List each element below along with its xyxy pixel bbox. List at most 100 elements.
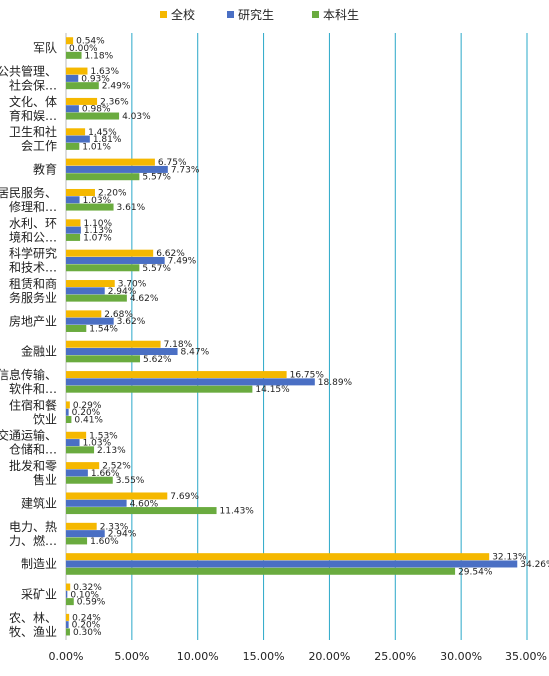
bar	[66, 280, 115, 288]
category-label: 制造业	[21, 557, 57, 571]
bar	[66, 348, 178, 356]
data-label: 7.73%	[171, 165, 200, 175]
data-label: 0.59%	[77, 598, 106, 608]
bars	[66, 37, 518, 636]
category-label: 交通运输、仓储和…	[0, 428, 57, 457]
category-label: 金融业	[21, 344, 57, 359]
data-label: 3.62%	[117, 317, 146, 327]
bar	[66, 203, 114, 211]
bar	[66, 324, 87, 332]
bar	[66, 233, 81, 241]
data-label: 4.62%	[130, 294, 159, 304]
bar	[66, 135, 90, 143]
bar	[66, 537, 88, 545]
data-label: 0.20%	[72, 621, 101, 631]
bar	[66, 492, 168, 500]
data-label: 0.30%	[73, 628, 102, 638]
bar	[66, 385, 253, 393]
data-label: 6.75%	[158, 158, 187, 168]
category-label: 批发和零售业	[9, 458, 57, 487]
bar	[66, 37, 74, 45]
data-label: 18.89%	[318, 378, 353, 388]
data-label: 0.98%	[82, 105, 111, 115]
data-label: 1.66%	[91, 469, 120, 479]
data-label: 32.13%	[492, 553, 527, 563]
bar	[66, 51, 82, 59]
category-label: 租赁和商务服务业	[9, 276, 57, 305]
category-label: 水利、环境和公…	[9, 216, 57, 244]
category-label: 文化、体育和娱…	[9, 94, 57, 123]
bar	[66, 590, 68, 598]
x-tick-label: 10.00%	[177, 650, 219, 663]
x-tick-label: 25.00%	[374, 650, 416, 663]
data-label: 16.75%	[290, 371, 325, 381]
legend: 全校 研究生 本科生	[160, 7, 359, 22]
bar	[66, 67, 88, 75]
bar	[66, 74, 79, 82]
bar	[66, 553, 490, 561]
data-label: 1.13%	[84, 226, 113, 236]
data-label: 1.10%	[83, 219, 112, 229]
data-label: 2.13%	[97, 446, 126, 456]
bar	[66, 105, 79, 113]
data-label: 29.54%	[458, 567, 493, 577]
bar	[66, 476, 113, 484]
data-label: 4.60%	[130, 499, 159, 509]
bar	[66, 165, 168, 173]
data-label: 1.45%	[88, 128, 117, 138]
data-label: 3.55%	[116, 476, 145, 486]
data-label: 14.15%	[255, 385, 290, 395]
data-label: 34.26%	[520, 560, 549, 570]
data-label: 3.70%	[118, 280, 147, 290]
bar	[66, 628, 70, 636]
data-label: 0.24%	[72, 613, 101, 623]
data-label: 6.62%	[156, 249, 185, 259]
data-label: 2.33%	[100, 522, 129, 532]
legend-swatch-2	[312, 11, 319, 18]
legend-swatch-0	[160, 11, 167, 18]
x-tick-label: 0.00%	[49, 650, 84, 663]
data-label: 1.54%	[89, 324, 118, 334]
data-label: 1.18%	[85, 51, 114, 61]
bar	[66, 310, 102, 318]
data-label: 2.94%	[108, 530, 137, 540]
data-label: 1.07%	[83, 233, 112, 243]
x-tick-label: 15.00%	[243, 650, 285, 663]
category-label: 教育	[33, 162, 57, 177]
x-tick-label: 5.00%	[114, 650, 149, 663]
bar	[66, 82, 99, 90]
data-label: 1.53%	[89, 431, 118, 441]
x-tick-labels: 0.00% 5.00% 10.00% 15.00% 20.00% 25.00% 30.00%…	[49, 650, 547, 663]
bar	[66, 583, 71, 591]
legend-label-0: 全校	[171, 7, 195, 22]
category-label: 农、林、牧、渔业	[9, 611, 57, 639]
category-label: 信息传输、软件和…	[0, 367, 57, 396]
bar	[66, 294, 127, 302]
data-label: 1.03%	[83, 196, 112, 206]
data-label: 0.32%	[73, 583, 102, 593]
bar	[66, 264, 140, 272]
x-tick-label: 30.00%	[440, 650, 482, 663]
bar	[66, 219, 81, 227]
bar	[66, 355, 141, 363]
bar	[66, 416, 72, 424]
bar	[66, 317, 114, 325]
data-label: 7.18%	[164, 340, 193, 350]
bar	[66, 249, 154, 257]
data-label: 8.47%	[181, 348, 210, 358]
category-label: 科学研究和技术…	[9, 246, 57, 275]
bar	[66, 530, 105, 538]
data-label: 0.00%	[69, 44, 98, 54]
category-label: 住宿和餐饮业	[9, 397, 57, 426]
data-label: 1.81%	[93, 135, 122, 145]
data-label: 2.36%	[100, 97, 129, 107]
data-label: 3.61%	[117, 203, 146, 213]
data-label: 2.49%	[102, 82, 131, 92]
bar	[66, 371, 287, 379]
bar	[66, 226, 81, 234]
data-label: 2.68%	[104, 310, 133, 320]
bar	[66, 378, 315, 386]
data-label: 0.29%	[73, 401, 102, 411]
bar	[66, 128, 86, 136]
data-label: 0.54%	[76, 37, 105, 47]
